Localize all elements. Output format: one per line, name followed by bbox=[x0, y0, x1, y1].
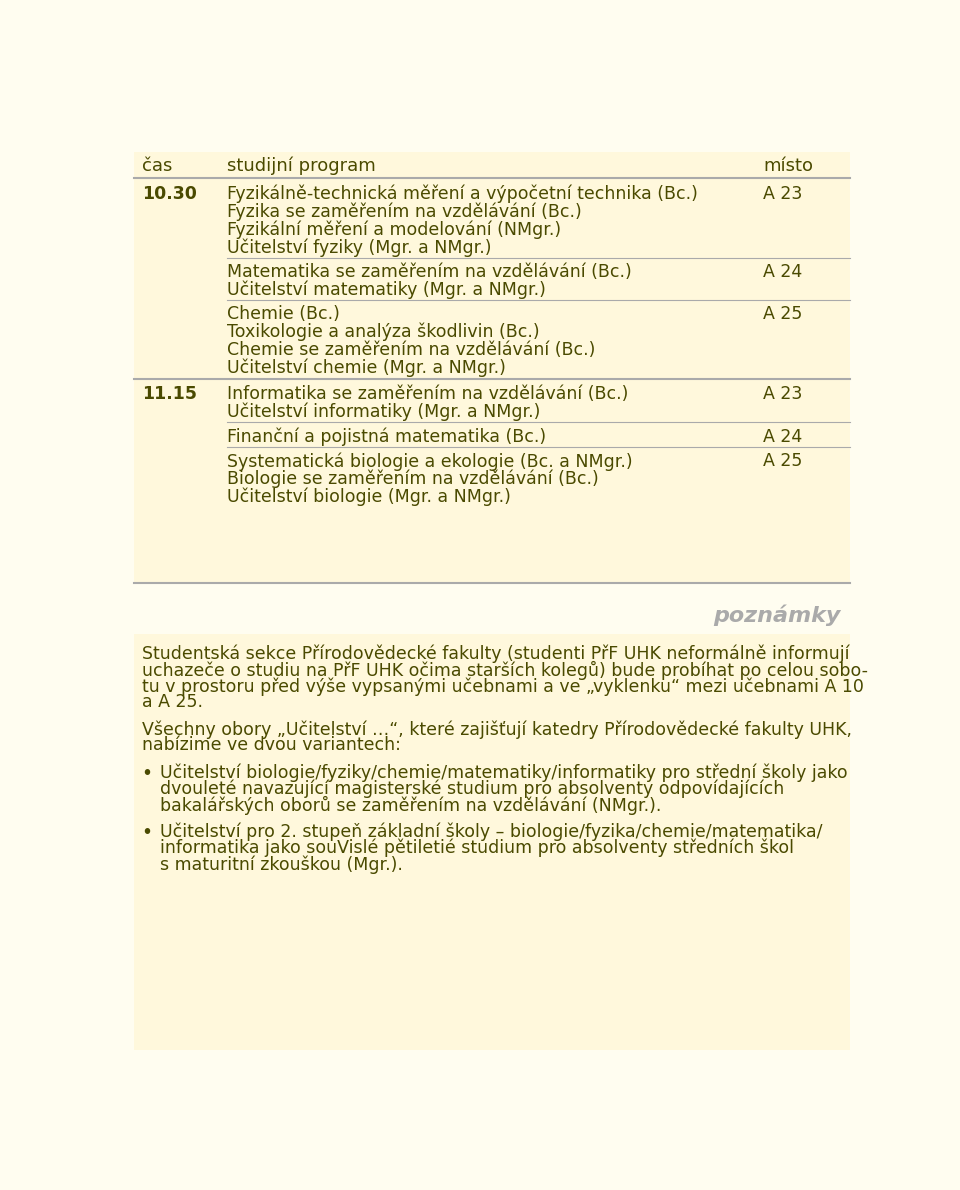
Text: •: • bbox=[142, 823, 153, 843]
Bar bbox=[134, 152, 850, 583]
Text: bakalářských oborů se zaměřením na vzdělávání (NMgr.).: bakalářských oborů se zaměřením na vzděl… bbox=[160, 796, 661, 815]
Bar bbox=[134, 634, 850, 1050]
Text: 11.15: 11.15 bbox=[142, 386, 197, 403]
Text: Finanční a pojistná matematika (Bc.): Finanční a pojistná matematika (Bc.) bbox=[227, 427, 546, 446]
Text: uchazeče o studiu na PřF UHK očima starších kolegů) bude probíhat po celou sobo-: uchazeče o studiu na PřF UHK očima starš… bbox=[142, 660, 868, 681]
Text: a A 25.: a A 25. bbox=[142, 694, 203, 712]
Text: Studentská sekce Přírodovědecké fakulty (studenti PřF UHK neformálně informují: Studentská sekce Přírodovědecké fakulty … bbox=[142, 645, 850, 663]
Text: tu v prostoru před výše vypsanými učebnami a ve „vyklenku“ mezi učebnami A 10: tu v prostoru před výše vypsanými učebna… bbox=[142, 677, 864, 696]
Text: Fyzikálně-technická měření a výpočetní technika (Bc.): Fyzikálně-technická měření a výpočetní t… bbox=[227, 184, 698, 203]
Text: s maturitní zkouškou (Mgr.).: s maturitní zkouškou (Mgr.). bbox=[160, 856, 403, 873]
Text: dvouleté navazující magisterské studium pro absolventy odpovídajících: dvouleté navazující magisterské studium … bbox=[160, 779, 784, 798]
Text: •: • bbox=[142, 764, 153, 783]
Text: A 25: A 25 bbox=[763, 452, 803, 470]
Text: Fyzika se zaměřením na vzdělávání (Bc.): Fyzika se zaměřením na vzdělávání (Bc.) bbox=[227, 202, 582, 221]
Text: Učitelství chemie (Mgr. a NMgr.): Učitelství chemie (Mgr. a NMgr.) bbox=[227, 358, 506, 376]
Text: Matematika se zaměřením na vzdělávání (Bc.): Matematika se zaměřením na vzdělávání (B… bbox=[227, 263, 632, 281]
Text: studijní program: studijní program bbox=[227, 157, 375, 175]
Text: Chemie se zaměřením na vzdělávání (Bc.): Chemie se zaměřením na vzdělávání (Bc.) bbox=[227, 340, 595, 358]
Text: A 24: A 24 bbox=[763, 427, 803, 446]
Text: poznámky: poznámky bbox=[713, 605, 841, 626]
Text: A 23: A 23 bbox=[763, 386, 803, 403]
Text: Toxikologie a analýza škodlivin (Bc.): Toxikologie a analýza škodlivin (Bc.) bbox=[227, 322, 540, 342]
Text: Fyzikální měření a modelování (NMgr.): Fyzikální měření a modelování (NMgr.) bbox=[227, 220, 561, 239]
Text: 10.30: 10.30 bbox=[142, 186, 197, 203]
Text: Učitelství matematiky (Mgr. a NMgr.): Učitelství matematiky (Mgr. a NMgr.) bbox=[227, 281, 546, 299]
Text: Učitelství informatiky (Mgr. a NMgr.): Učitelství informatiky (Mgr. a NMgr.) bbox=[227, 402, 540, 421]
Text: Všechny obory „Učitelství …“, které zajišťují katedry Přírodovědecké fakulty UHK: Všechny obory „Učitelství …“, které zaji… bbox=[142, 720, 852, 739]
Text: A 25: A 25 bbox=[763, 306, 803, 324]
Text: Systematická biologie a ekologie (Bc. a NMgr.): Systematická biologie a ekologie (Bc. a … bbox=[227, 452, 633, 470]
Text: místo: místo bbox=[763, 157, 813, 175]
Text: informatika jako souVislé pětiletié studium pro absolventy středních škol: informatika jako souVislé pětiletié stud… bbox=[160, 839, 794, 857]
Text: Informatika se zaměřením na vzdělávání (Bc.): Informatika se zaměřením na vzdělávání (… bbox=[227, 386, 629, 403]
Text: Učitelství biologie (Mgr. a NMgr.): Učitelství biologie (Mgr. a NMgr.) bbox=[227, 488, 511, 506]
Text: nabízime ve dvou variantech:: nabízime ve dvou variantech: bbox=[142, 737, 400, 754]
Text: čas: čas bbox=[142, 157, 172, 175]
Text: Učitelství pro 2. stupeň základní školy – biologie/fyzika/chemie/matematika/: Učitelství pro 2. stupeň základní školy … bbox=[160, 822, 823, 841]
Text: A 23: A 23 bbox=[763, 186, 803, 203]
Text: Učitelství fyziky (Mgr. a NMgr.): Učitelství fyziky (Mgr. a NMgr.) bbox=[227, 238, 492, 257]
Text: Chemie (Bc.): Chemie (Bc.) bbox=[227, 306, 340, 324]
Text: A 24: A 24 bbox=[763, 263, 803, 281]
Text: Biologie se zaměřením na vzdělávání (Bc.): Biologie se zaměřením na vzdělávání (Bc.… bbox=[227, 470, 599, 488]
Text: Učitelství biologie/fyziky/chemie/matematiky/informatiky pro střední školy jako: Učitelství biologie/fyziky/chemie/matema… bbox=[160, 764, 848, 782]
